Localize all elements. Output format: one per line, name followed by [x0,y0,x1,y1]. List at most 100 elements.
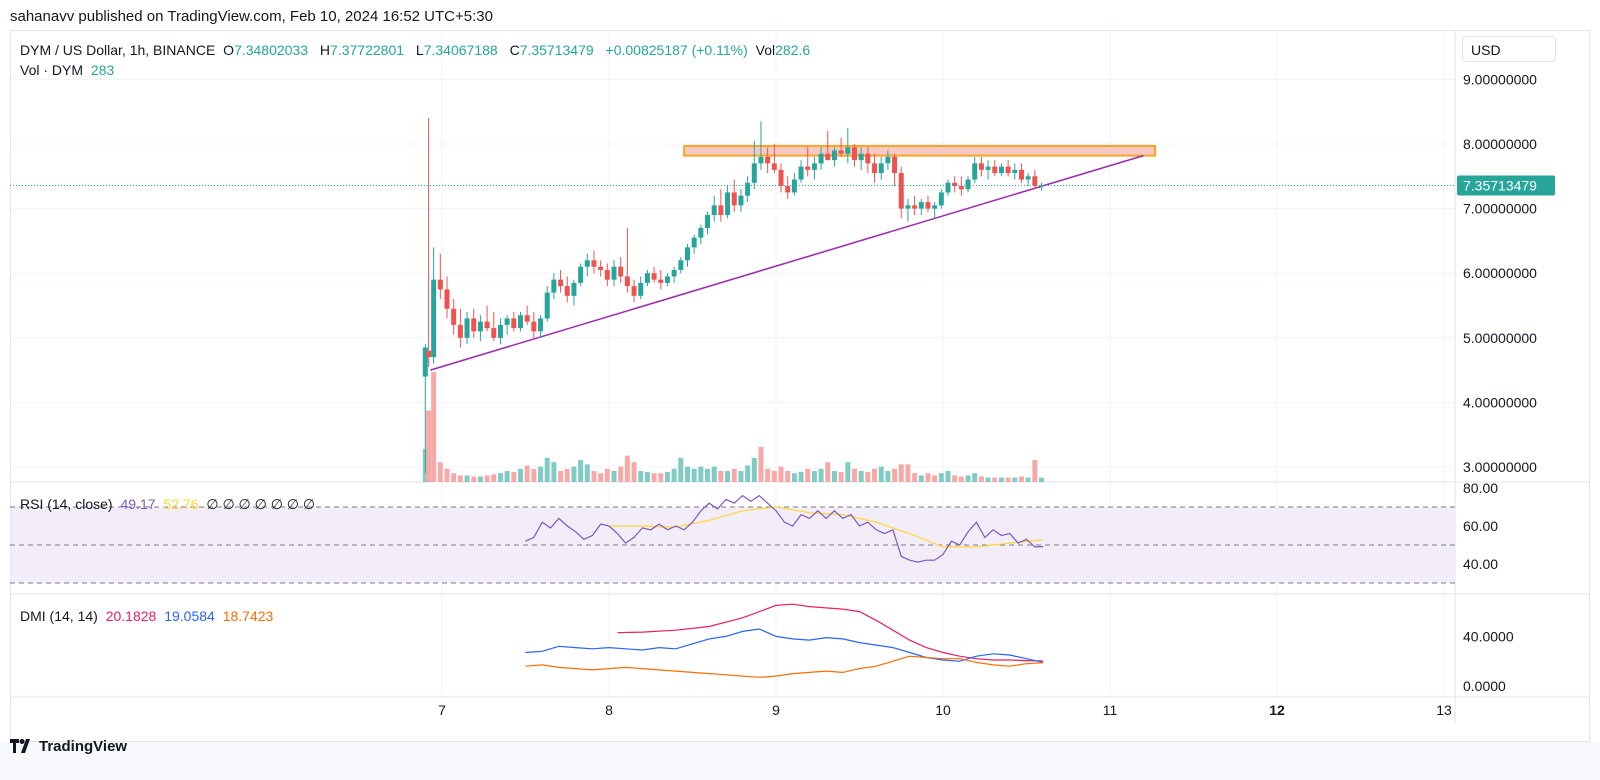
volume-bar [618,466,624,482]
candle-body [918,202,924,209]
volume-bar [538,466,544,482]
volume-bar [511,472,517,482]
candle-body [484,321,490,329]
high-value: H7.37722801 [320,42,408,58]
candle-body [851,147,857,161]
ascending-trendline [430,154,1144,371]
volume-bars [422,372,1045,482]
candle-body [938,192,944,206]
candles [422,118,1045,474]
close-value: C7.35713479 [510,42,598,58]
price-tick-label: 4.00000000 [1463,394,1537,410]
volume-bar [598,473,604,482]
candle-body [491,328,497,338]
volume-bar [1025,477,1031,482]
candle-body [1032,176,1038,186]
candle-body [1018,169,1024,180]
dmi-tick-label: 40.0000 [1463,628,1514,644]
rsi-empty-values: ∅ ∅ ∅ ∅ ∅ ∅ ∅ [206,496,316,512]
last-price-label: 7.35713479 [1463,178,1537,194]
volume-bar [952,475,958,482]
volume-bar [1012,477,1018,482]
volume-bar [678,457,684,482]
candle-body [477,321,483,332]
candle-body [872,163,878,174]
candle-body [952,182,958,186]
candle-body [464,318,470,338]
volume-label: Vol [755,42,776,58]
candle-body [738,195,744,206]
symbol-label[interactable]: DYM / US Dollar, 1h, BINANCE [20,42,216,58]
close-number: 7.35713479 [519,42,594,58]
volume-bar [504,471,510,482]
volume-bar [958,476,964,482]
volume-bar [805,468,811,482]
last-price-line: 7.35713479 [10,175,1555,196]
volume-bar [591,471,597,482]
candle-body [765,156,771,164]
volume-bar [872,468,878,482]
volume-bar [985,477,991,482]
candle-body [471,318,477,332]
low-number: 7.34067188 [423,42,498,58]
time-tick-label: 7 [438,702,446,718]
volume-bar [457,475,463,482]
volume-bar [638,471,644,482]
volume-bar [684,466,690,482]
volume-bar [938,473,944,482]
volume-bar [912,473,918,482]
candle-body [497,324,503,338]
candle-body [972,163,978,180]
time-tick-label: 11 [1103,702,1118,718]
rsi-tick-label: 80.00 [1463,480,1498,496]
volume-bar [771,471,777,482]
candle-body [831,150,837,161]
minus-di-value: 18.7423 [222,608,274,624]
rsi-legend[interactable]: RSI (14, close) 49.17 52.76 ∅ ∅ ∅ ∅ ∅ ∅ … [20,496,319,513]
candle-body [558,279,564,287]
volume-bar [825,462,831,482]
volume-bar [464,475,470,482]
volume-bar [426,410,432,482]
volume-bar [705,468,711,482]
volume-bar [544,457,550,482]
dmi-legend[interactable]: DMI (14, 14) 20.1828 19.0584 18.7423 [20,608,277,624]
volume-bar [818,468,824,482]
adx-line [617,603,1044,662]
chart-frame [10,30,1590,742]
main-legend[interactable]: DYM / US Dollar, 1h, BINANCE O7.34802033… [20,42,818,58]
candle-body [1039,185,1045,187]
volume-bar [431,372,437,482]
volume-bar [978,476,984,482]
volume-bar [571,466,577,482]
open-number: 7.34802033 [234,42,309,58]
volume-bar [932,475,938,482]
currency-button[interactable]: USD [1462,36,1556,62]
candle-body [805,166,811,170]
candle-body [611,266,617,280]
candle-body [838,150,844,154]
volume-bar [878,466,884,482]
low-label: L [415,42,424,58]
close-label: C [509,42,520,58]
last-price-label-bg [1457,175,1555,196]
open-label: O [223,42,235,58]
candle-body [511,318,517,329]
volume-legend[interactable]: Vol · DYM 283 [20,62,118,78]
volume-bar [631,462,637,482]
resistance-zone-box [683,144,1157,157]
volume-indicator-label[interactable]: Vol · DYM [20,62,84,78]
tradingview-logo[interactable]: TradingView [10,734,127,758]
candle-body [1025,176,1031,180]
candle-body [598,266,604,270]
rsi-label[interactable]: RSI (14, close) [20,496,113,512]
trendline [430,154,1144,371]
volume-bar [437,462,443,482]
candle-body [422,347,428,377]
candle-body [858,153,864,161]
time-tick-label: 10 [935,702,951,718]
dmi-label[interactable]: DMI (14, 14) [20,608,98,624]
volume-bar [738,471,744,482]
volume-bar [444,468,450,482]
